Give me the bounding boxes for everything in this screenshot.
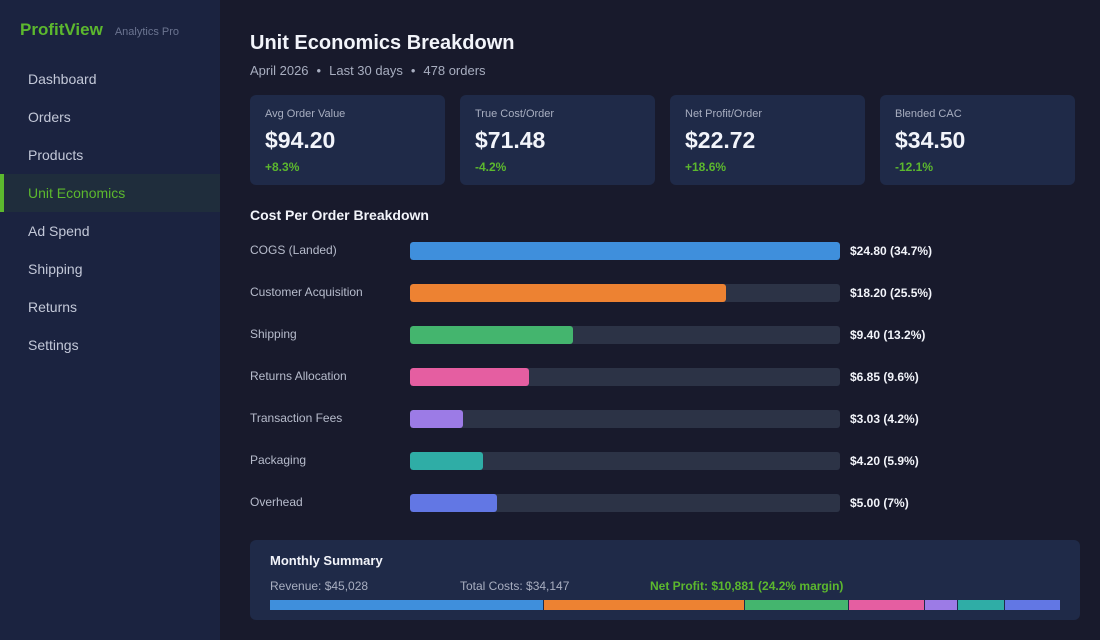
cost-row-packaging: Packaging $4.20 (5.9%) <box>250 452 1080 470</box>
cost-row-shipping: Shipping $9.40 (13.2%) <box>250 326 1080 344</box>
summary-total-costs: Total Costs: $34,147 <box>460 579 570 593</box>
cost-bar-track <box>410 242 840 260</box>
brand-name: ProfitView <box>20 20 103 39</box>
orders-count: 478 orders <box>423 63 486 78</box>
cost-bar-track <box>410 368 840 386</box>
cost-row-customer-acquisition: Customer Acquisition $18.20 (25.5%) <box>250 284 1080 302</box>
stacked-segment[interactable] <box>544 600 746 610</box>
sidebar-item-orders[interactable]: Orders <box>28 109 71 125</box>
kpi-change: +18.6% <box>685 160 727 174</box>
page-subtitle: April 2026 • Last 30 days • 478 orders <box>250 63 486 78</box>
cost-bar-fill[interactable] <box>410 284 726 302</box>
cost-label: Packaging <box>250 453 307 467</box>
cost-value: $18.20 (25.5%) <box>850 286 933 300</box>
cost-value: $4.20 (5.9%) <box>850 454 919 468</box>
cost-bar-fill[interactable] <box>410 452 483 470</box>
sidebar-item-dashboard[interactable]: Dashboard <box>28 71 97 87</box>
cost-label: Customer Acquisition <box>250 285 363 299</box>
stacked-segment[interactable] <box>745 600 850 610</box>
cost-stacked-bar <box>270 600 1060 610</box>
summary-title: Monthly Summary <box>270 553 383 568</box>
cost-bar-track <box>410 326 840 344</box>
page-title: Unit Economics Breakdown <box>250 32 515 54</box>
separator-dot: • <box>316 63 322 78</box>
stacked-segment[interactable] <box>270 600 545 610</box>
stacked-segment[interactable] <box>849 600 925 610</box>
cost-value: $9.40 (13.2%) <box>850 328 926 342</box>
cost-label: COGS (Landed) <box>250 243 337 257</box>
cost-label: Shipping <box>250 327 297 341</box>
cost-bar-fill[interactable] <box>410 242 840 260</box>
stacked-segment[interactable] <box>924 600 959 610</box>
kpi-label: True Cost/Order <box>475 108 555 120</box>
cost-label: Overhead <box>250 495 303 509</box>
kpi-value: $71.48 <box>475 127 546 153</box>
cost-bar-fill[interactable] <box>410 410 463 428</box>
cost-label: Returns Allocation <box>250 369 347 383</box>
cost-bar-fill[interactable] <box>410 368 529 386</box>
cost-label: Transaction Fees <box>250 411 343 425</box>
cost-row-overhead: Overhead $5.00 (7%) <box>250 494 1080 512</box>
kpi-card-blended-cac[interactable]: Blended CAC $34.50 -12.1% <box>880 95 1075 185</box>
sidebar-item-shipping[interactable]: Shipping <box>28 261 83 277</box>
range-label: Last 30 days <box>329 63 403 78</box>
period-label: April 2026 <box>250 63 309 78</box>
sidebar-item-unit-economics[interactable]: Unit Economics <box>0 174 220 212</box>
sidebar-item-settings[interactable]: Settings <box>28 337 79 353</box>
cost-value: $5.00 (7%) <box>850 496 909 510</box>
cost-row-returns-allocation: Returns Allocation $6.85 (9.6%) <box>250 368 1080 386</box>
separator-dot: • <box>410 63 416 78</box>
stacked-segment[interactable] <box>958 600 1005 610</box>
kpi-label: Blended CAC <box>895 108 962 120</box>
cost-bar-track <box>410 494 840 512</box>
kpi-change: +8.3% <box>265 160 300 174</box>
kpi-card-true-cost-order[interactable]: True Cost/Order $71.48 -4.2% <box>460 95 655 185</box>
cost-value: $6.85 (9.6%) <box>850 370 919 384</box>
cost-bar-track <box>410 284 840 302</box>
kpi-label: Avg Order Value <box>265 108 346 120</box>
cost-bar-track <box>410 452 840 470</box>
cost-row-transaction-fees: Transaction Fees $3.03 (4.2%) <box>250 410 1080 428</box>
sidebar: ProfitView Analytics Pro Dashboard Order… <box>0 0 220 640</box>
monthly-summary-card: Monthly Summary Revenue: $45,028 Total C… <box>250 540 1080 620</box>
sidebar-item-products[interactable]: Products <box>28 147 84 163</box>
cost-value: $24.80 (34.7%) <box>850 244 933 258</box>
kpi-value: $22.72 <box>685 127 756 153</box>
sidebar-item-returns[interactable]: Returns <box>28 299 78 315</box>
sidebar-nav: Dashboard Orders Products Unit Economics… <box>0 60 220 364</box>
stacked-segment[interactable] <box>1004 600 1060 610</box>
breakdown-title: Cost Per Order Breakdown <box>250 207 429 223</box>
brand-subtitle: Analytics Pro <box>114 26 180 38</box>
summary-net-profit: Net Profit: $10,881 (24.2% margin) <box>650 579 844 593</box>
brand[interactable]: ProfitView Analytics Pro <box>20 20 179 40</box>
cost-bar-track <box>410 410 840 428</box>
summary-revenue: Revenue: $45,028 <box>270 579 369 593</box>
kpi-label: Net Profit/Order <box>685 108 763 120</box>
kpi-value: $34.50 <box>895 127 966 153</box>
sidebar-item-ad-spend[interactable]: Ad Spend <box>28 223 90 239</box>
kpi-value: $94.20 <box>265 127 336 153</box>
cost-bar-fill[interactable] <box>410 494 497 512</box>
cost-bar-fill[interactable] <box>410 326 573 344</box>
kpi-change: -4.2% <box>475 160 507 174</box>
kpi-change: -12.1% <box>895 160 934 174</box>
cost-row-cogs: COGS (Landed) $24.80 (34.7%) <box>250 242 1080 260</box>
kpi-card-net-profit-order[interactable]: Net Profit/Order $22.72 +18.6% <box>670 95 865 185</box>
cost-value: $3.03 (4.2%) <box>850 412 919 426</box>
kpi-card-avg-order-value[interactable]: Avg Order Value $94.20 +8.3% <box>250 95 445 185</box>
